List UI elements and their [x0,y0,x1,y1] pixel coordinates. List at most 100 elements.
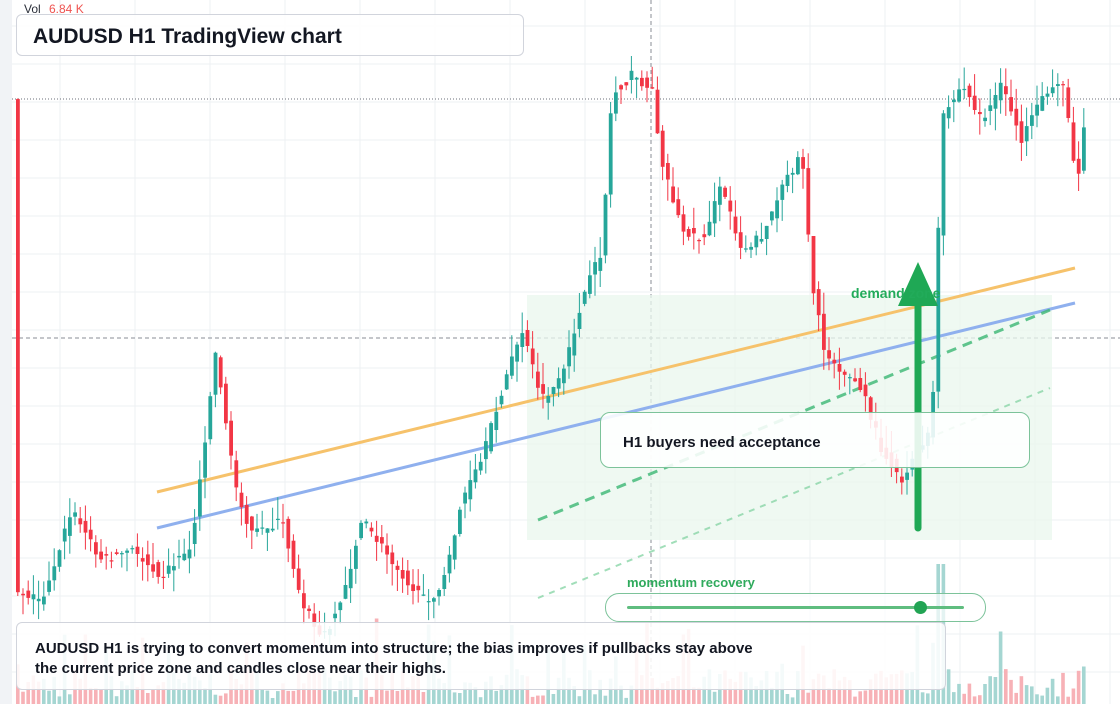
candle-body [281,522,285,524]
candle-body [291,540,296,569]
volume-bar [369,696,374,704]
volume-bar [525,676,530,704]
candle-body [993,95,998,109]
candle-body [1035,104,1039,116]
volume-bar [182,682,186,704]
momentum-label: momentum recovery [627,575,755,590]
candle-body [395,565,400,570]
candle-body [827,350,831,359]
chart-title-panel: AUDUSD H1 TradingView chart [16,14,524,56]
volume-bar [712,691,717,704]
candle-body [551,387,556,394]
candle-body [244,505,249,524]
volume-bar [421,692,426,704]
momentum-knob[interactable] [914,601,928,614]
volume-bar [827,688,831,704]
volume-bar [1056,696,1060,704]
candle-body [676,199,681,216]
candle-body [1082,127,1086,171]
candle-body [957,89,961,102]
candle-body [863,384,868,397]
volume-bar [1071,688,1076,704]
volume-bar [1009,679,1013,704]
candle-body [868,397,873,420]
volume-bar [770,687,774,704]
candle-body [426,601,431,603]
volume-bar [853,696,857,704]
candle-body [634,77,639,80]
volume-bar [99,689,103,704]
candle-body [848,377,852,379]
candle-body [68,517,72,536]
volume-bar [52,676,56,704]
volume-bar [333,691,337,704]
volume-bar [120,681,124,704]
candle-body [447,554,452,574]
volume-bar [437,678,441,704]
volume-bar [473,687,478,704]
momentum-meter[interactable] [605,593,986,622]
candle-body [484,441,488,460]
candle-body [364,521,369,524]
candle-body [348,568,353,589]
volume-bar [988,676,992,704]
volume-bar [957,683,961,704]
candle-body [432,598,436,602]
volume-bar [655,687,660,704]
volume-bar [468,682,472,704]
candle-body [541,384,545,394]
demand-zone-label: demand zone [851,285,941,301]
candle-body [567,347,571,367]
volume-bar [489,676,493,704]
candle-body [463,492,467,504]
volume-bar [88,687,93,704]
volume-bar [213,694,218,704]
candle-body [494,411,499,430]
candle-body [785,174,790,186]
volume-bar [660,683,665,704]
candle-body [905,472,909,480]
candle-body [380,537,384,544]
candle-body [26,590,31,598]
volume-bar [177,679,181,704]
candle-body [312,613,317,627]
candle-body [57,550,62,567]
volume-bar [36,681,41,704]
candle-body [114,552,119,554]
volume-bar [484,681,488,704]
candle-body [120,553,124,555]
candle-body [333,613,337,619]
callout-text: H1 buyers need acceptance [623,434,821,451]
volume-bar [192,676,197,704]
candle-body [489,423,493,452]
candle-body [562,368,566,384]
volume-bar [42,678,46,704]
volume-bar [1076,670,1081,704]
candle-body [598,257,603,271]
volume-bar [146,693,150,704]
candle-body [619,85,623,90]
candle-body [738,232,743,248]
volume-bar [494,690,498,704]
volume-bar [270,698,275,704]
volume-bar [1050,678,1055,704]
candle-body [302,593,306,609]
candle-body [1050,87,1055,94]
volume-bar [1066,696,1070,704]
candle-body [307,608,311,611]
volume-bar [541,695,545,704]
volume-bar [1004,669,1008,704]
candle-body [400,570,405,579]
candle-body [504,374,509,390]
candle-body [16,99,20,593]
volume-bar [868,679,873,704]
volume-bar [260,689,264,704]
volume-label: Vol [24,2,41,16]
candle-body [421,594,426,596]
candle-body [260,527,265,529]
volume-bar [629,685,634,704]
candle-body [671,186,675,203]
candle-body [640,77,644,87]
volume-bar [26,682,30,704]
volume-bar [650,678,654,704]
